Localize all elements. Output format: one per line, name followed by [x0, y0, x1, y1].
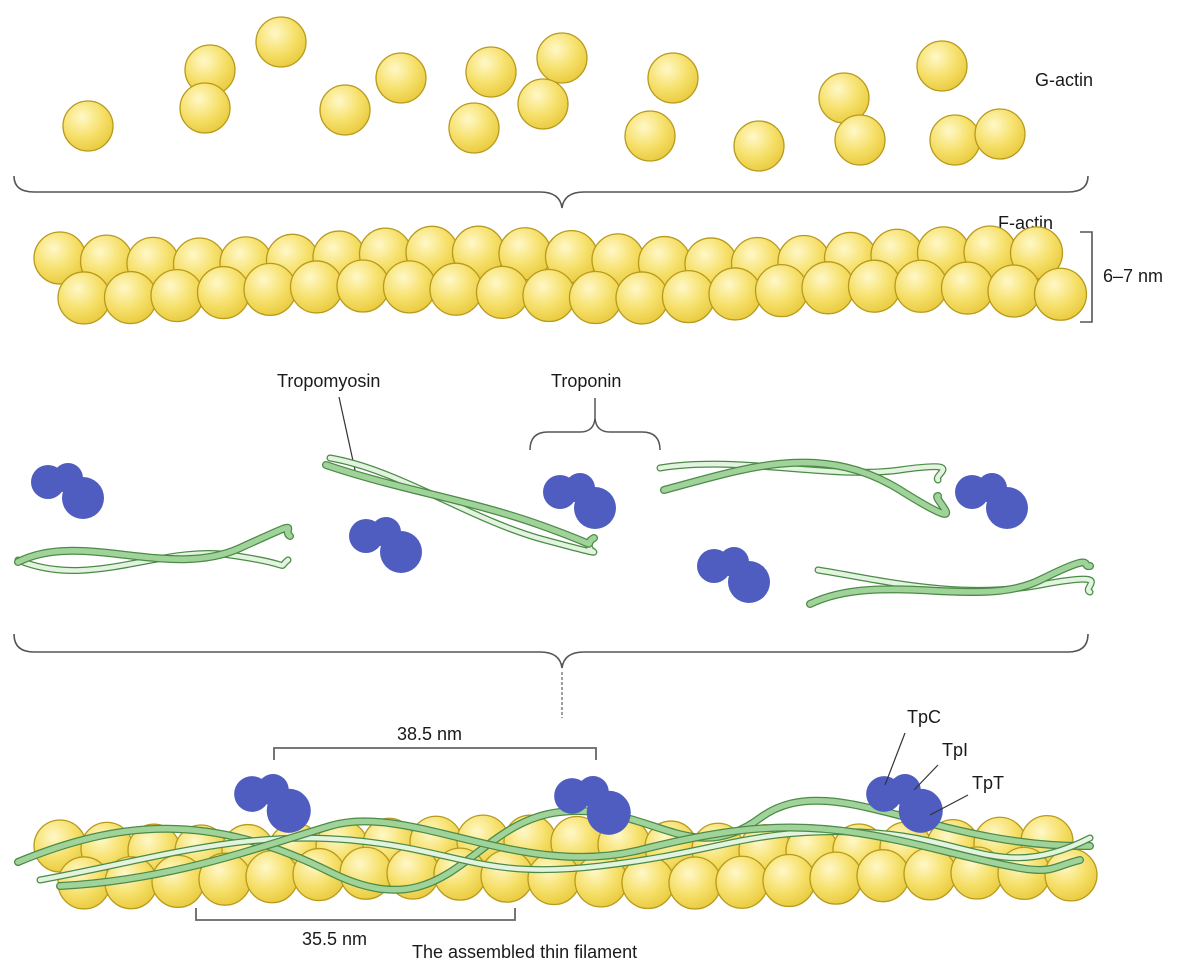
g-actin-label: G-actin: [1035, 70, 1093, 90]
actin-monomer: [987, 264, 1041, 318]
width-label: 6–7 nm: [1103, 266, 1163, 286]
actin-monomer: [1033, 267, 1088, 321]
actin-monomer: [475, 265, 530, 320]
actin-monomer: [568, 270, 623, 325]
actin-monomer: [801, 261, 855, 315]
actin-monomer: [103, 270, 158, 325]
actin-monomer: [708, 267, 762, 321]
actin-monomer: [319, 84, 371, 136]
tropomyosin-strand: [14, 796, 1094, 894]
actin-monomer: [762, 853, 816, 908]
tpc-label: TpC: [907, 707, 941, 727]
period-bracket-top: [273, 747, 597, 760]
actin-monomer: [647, 52, 699, 104]
troponin-complex: [349, 517, 422, 573]
actin-monomer: [754, 264, 809, 318]
actin-monomer: [448, 102, 500, 154]
troponin-complexes: [31, 463, 1028, 603]
actin-monomer: [974, 108, 1026, 160]
troponin-brace: [529, 398, 661, 451]
tropomyosin-strand: [660, 458, 951, 518]
actin-monomer: [429, 262, 483, 316]
actin-monomer: [57, 271, 111, 325]
actin-monomer: [480, 849, 534, 903]
tpc-leader: [884, 732, 906, 786]
f-actin-filament: [33, 225, 1088, 325]
actin-monomer: [1044, 848, 1098, 902]
actin-monomer: [733, 120, 785, 172]
period-bracket-bottom: [195, 908, 516, 921]
actin-monomer: [196, 265, 251, 320]
actin-monomer: [150, 268, 204, 323]
actin-monomer: [856, 849, 910, 903]
actin-monomer: [179, 82, 231, 134]
actin-monomer: [894, 259, 948, 313]
troponin-complex: [866, 774, 943, 833]
tropomyosin-label: Tropomyosin: [277, 371, 380, 391]
caption: The assembled thin filament: [412, 942, 637, 962]
g-actin-monomers: [62, 16, 1026, 172]
tpi-label: TpI: [942, 740, 968, 760]
actin-monomer: [661, 269, 716, 324]
troponin-complex: [31, 463, 104, 519]
actin-monomer: [245, 850, 299, 904]
actin-monomer: [624, 110, 676, 162]
tropomyosin-strand: [56, 817, 1084, 890]
troponin-complex: [554, 776, 631, 835]
tropomyosin-strand: [14, 523, 294, 566]
thin-filament-tropomyosin: [14, 796, 1094, 894]
actin-monomer: [615, 271, 669, 325]
troponin-complex: [697, 547, 770, 603]
actin-monomer: [62, 100, 114, 152]
actin-monomer: [382, 260, 437, 314]
actin-monomer: [809, 851, 863, 905]
tpt-label: TpT: [972, 773, 1004, 793]
polymerization-brace: [13, 175, 1089, 209]
actin-monomer: [517, 78, 569, 130]
actin-monomer: [336, 259, 390, 313]
tpt-leader: [929, 794, 969, 816]
actin-monomer: [465, 46, 517, 98]
actin-monomer: [255, 16, 307, 68]
tropomyosin-leader: [338, 396, 356, 471]
actin-monomer: [536, 32, 588, 84]
actin-monomer: [289, 260, 344, 314]
troponin-complex: [543, 473, 616, 529]
tropomyosin-strands: [14, 454, 1095, 608]
thin-filament-troponin: [234, 774, 943, 835]
width-bracket: [1080, 231, 1093, 323]
actin-monomer: [715, 855, 769, 909]
tpi-leader: [913, 764, 939, 791]
assembly-brace: [13, 633, 1089, 669]
troponin-complex: [234, 774, 311, 833]
tropomyosin-strand: [806, 558, 1094, 608]
period-top-label: 38.5 nm: [397, 724, 462, 744]
actin-monomer: [940, 261, 995, 315]
actin-monomer: [847, 259, 902, 313]
actin-monomer: [916, 40, 968, 92]
actin-monomer: [668, 856, 722, 910]
actin-monomer: [522, 268, 576, 323]
actin-monomer: [243, 262, 297, 316]
period-bottom-label: 35.5 nm: [302, 929, 367, 949]
troponin-complex: [955, 473, 1028, 529]
actin-monomer: [929, 114, 981, 166]
tropomyosin-strand: [322, 461, 598, 548]
troponin-label: Troponin: [551, 371, 621, 391]
actin-monomer: [834, 114, 886, 166]
actin-monomer: [375, 52, 427, 104]
